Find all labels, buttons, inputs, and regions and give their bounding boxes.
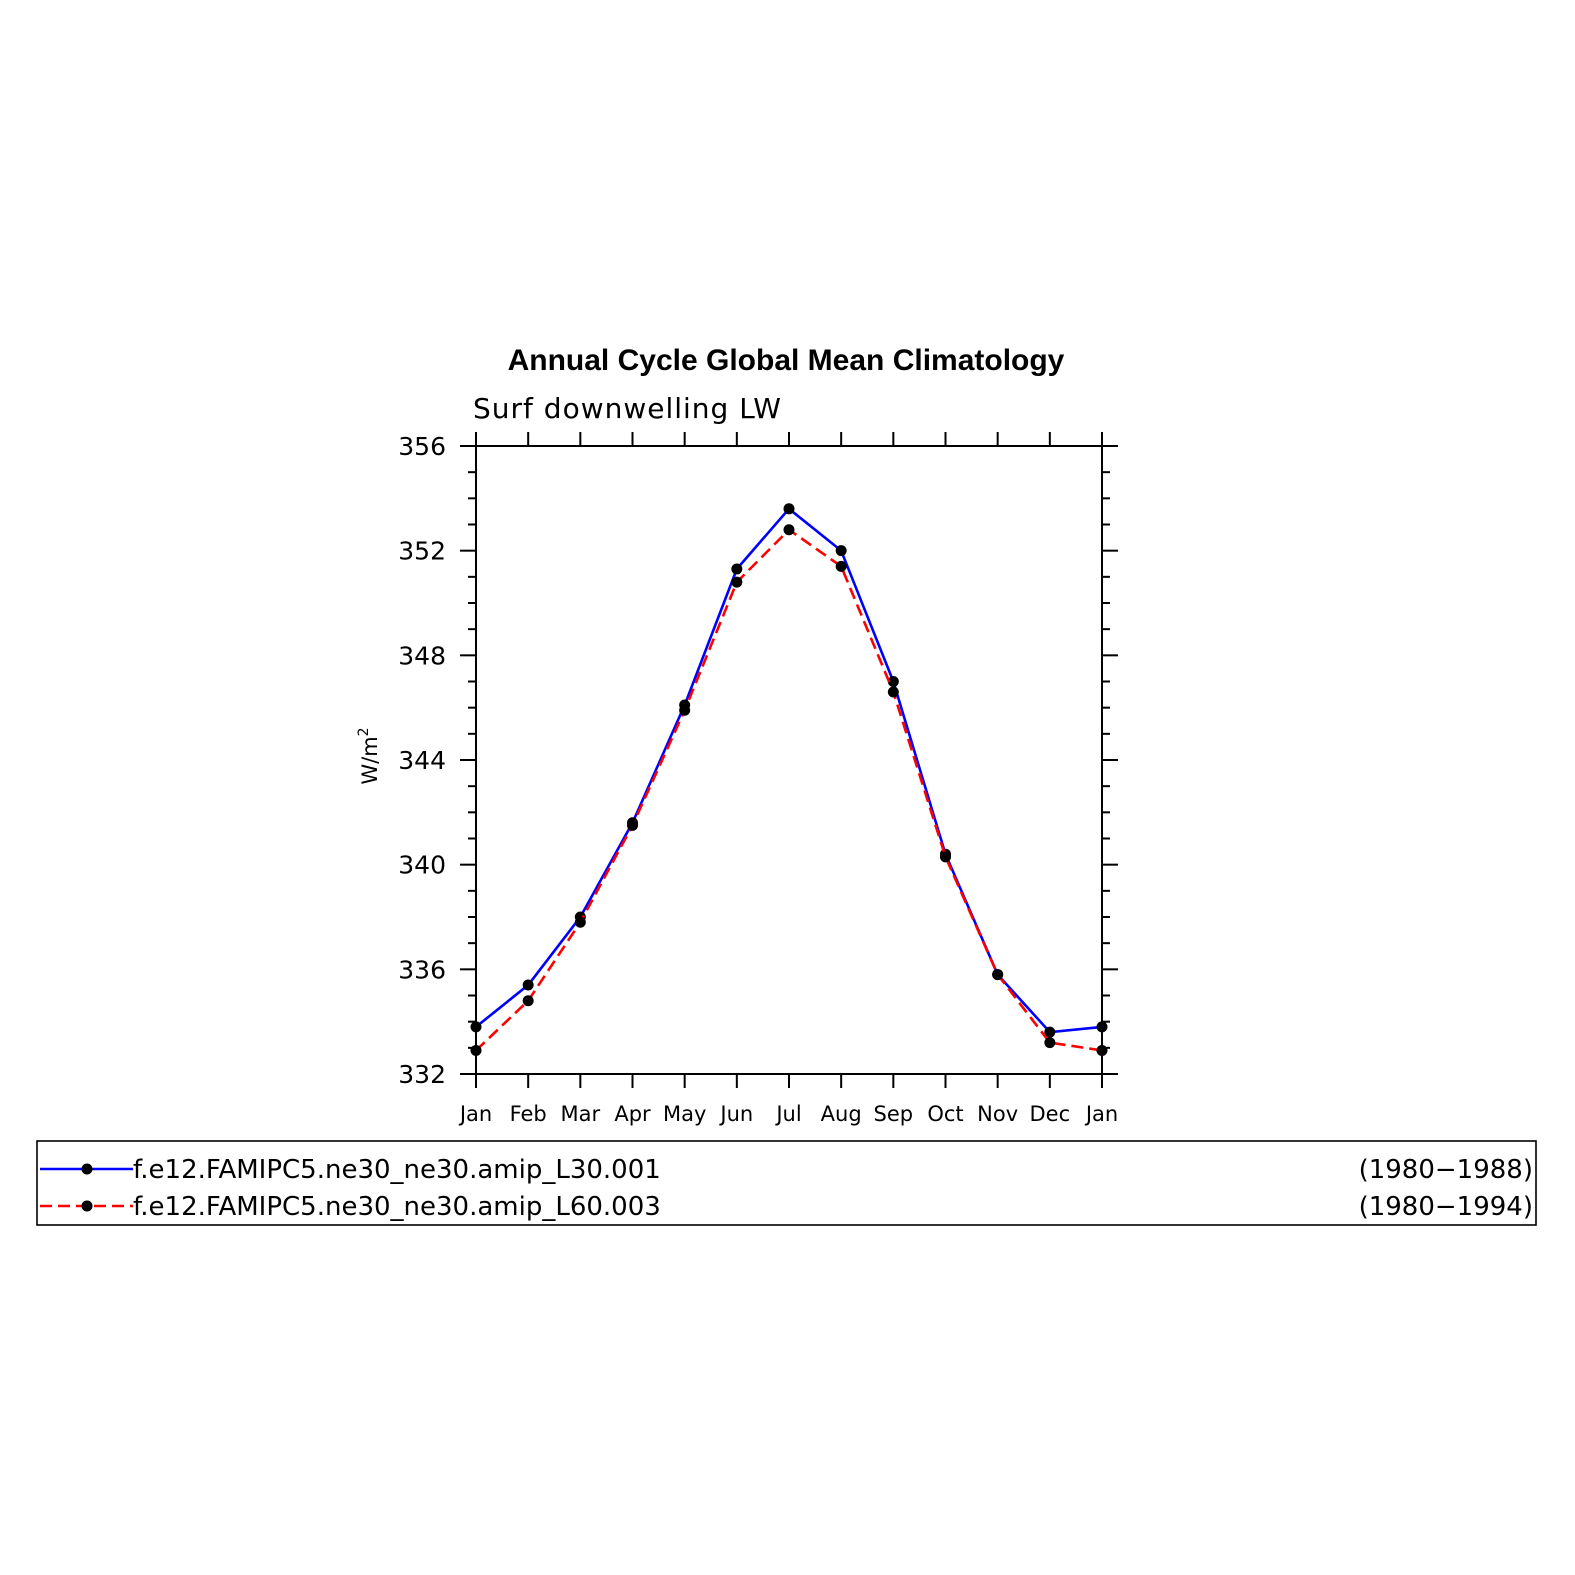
- data-point: [731, 563, 743, 575]
- data-point: [1044, 1037, 1056, 1049]
- x-tick-label: Apr: [614, 1102, 651, 1126]
- legend-series-name: f.e12.FAMIPC5.ne30_ne30.amip_L60.003: [133, 1192, 661, 1222]
- data-point: [679, 704, 691, 716]
- x-tick-label: Jun: [718, 1102, 753, 1126]
- y-tick-label: 344: [398, 746, 446, 775]
- data-point: [731, 576, 743, 588]
- y-tick-label: 356: [398, 432, 446, 461]
- data-point: [1044, 1026, 1056, 1038]
- x-tick-label: Nov: [977, 1102, 1018, 1126]
- y-tick-label: 332: [398, 1060, 446, 1089]
- plot-axes: 332 336 340 344 348 352 356 Jan Feb Mar Apr May Jun J…: [398, 432, 1118, 1126]
- legend-series-period: (1980−1994): [1359, 1192, 1533, 1222]
- data-point: [783, 503, 795, 515]
- y-axis-label-unit: W/m: [358, 736, 382, 784]
- x-tick-label: Dec: [1030, 1102, 1071, 1126]
- data-point: [835, 560, 847, 572]
- data-point: [887, 676, 899, 687]
- y-axis-label: W/m2: [356, 727, 382, 784]
- data-point: [1096, 1021, 1108, 1033]
- data-point: [835, 545, 847, 557]
- chart-title: Annual Cycle Global Mean Climatology: [508, 344, 1065, 377]
- data-point: [627, 819, 638, 831]
- series-line: [475, 507, 1103, 1034]
- data-point: [887, 686, 899, 698]
- data-point: [522, 995, 534, 1007]
- data-point: [470, 1044, 482, 1056]
- data-point: [470, 1021, 482, 1033]
- x-tick-label: May: [663, 1102, 706, 1126]
- x-tick-label: Feb: [510, 1102, 547, 1126]
- data-point: [940, 851, 951, 863]
- y-tick-label: 348: [398, 641, 446, 670]
- x-tick-label: Mar: [561, 1102, 601, 1126]
- y-tick-label: 336: [398, 955, 446, 984]
- data-point: [992, 969, 1004, 981]
- x-tick-label: Jan: [458, 1102, 492, 1126]
- data-point: [783, 524, 795, 536]
- x-tick-label: Sep: [874, 1102, 914, 1126]
- legend-series-name: f.e12.FAMIPC5.ne30_ne30.amip_L30.001: [133, 1155, 661, 1185]
- legend: f.e12.FAMIPC5.ne30_ne30.amip_L30.001 (198…: [36, 1140, 1537, 1226]
- x-tick-label: Oct: [927, 1102, 963, 1126]
- legend-box: [36, 1140, 1537, 1226]
- data-point: [574, 916, 586, 928]
- x-tick-label: Aug: [821, 1102, 862, 1126]
- y-tick-label: 340: [398, 851, 446, 880]
- y-tick-label: 352: [398, 537, 446, 566]
- series-line: [475, 528, 1103, 1052]
- data-point: [522, 979, 534, 991]
- chart-subtitle: Surf downwelling LW: [473, 392, 782, 425]
- plot-frame: [475, 445, 1103, 1075]
- x-tick-label: Jul: [774, 1102, 801, 1126]
- x-tick-label: Jan: [1084, 1102, 1118, 1126]
- y-axis-label-exponent: 2: [356, 727, 372, 736]
- data-point: [1096, 1044, 1108, 1056]
- legend-series-period: (1980−1988): [1359, 1155, 1533, 1185]
- series-layer: [470, 503, 1108, 1056]
- legend-marker: [81, 1200, 93, 1212]
- legend-marker: [81, 1163, 93, 1175]
